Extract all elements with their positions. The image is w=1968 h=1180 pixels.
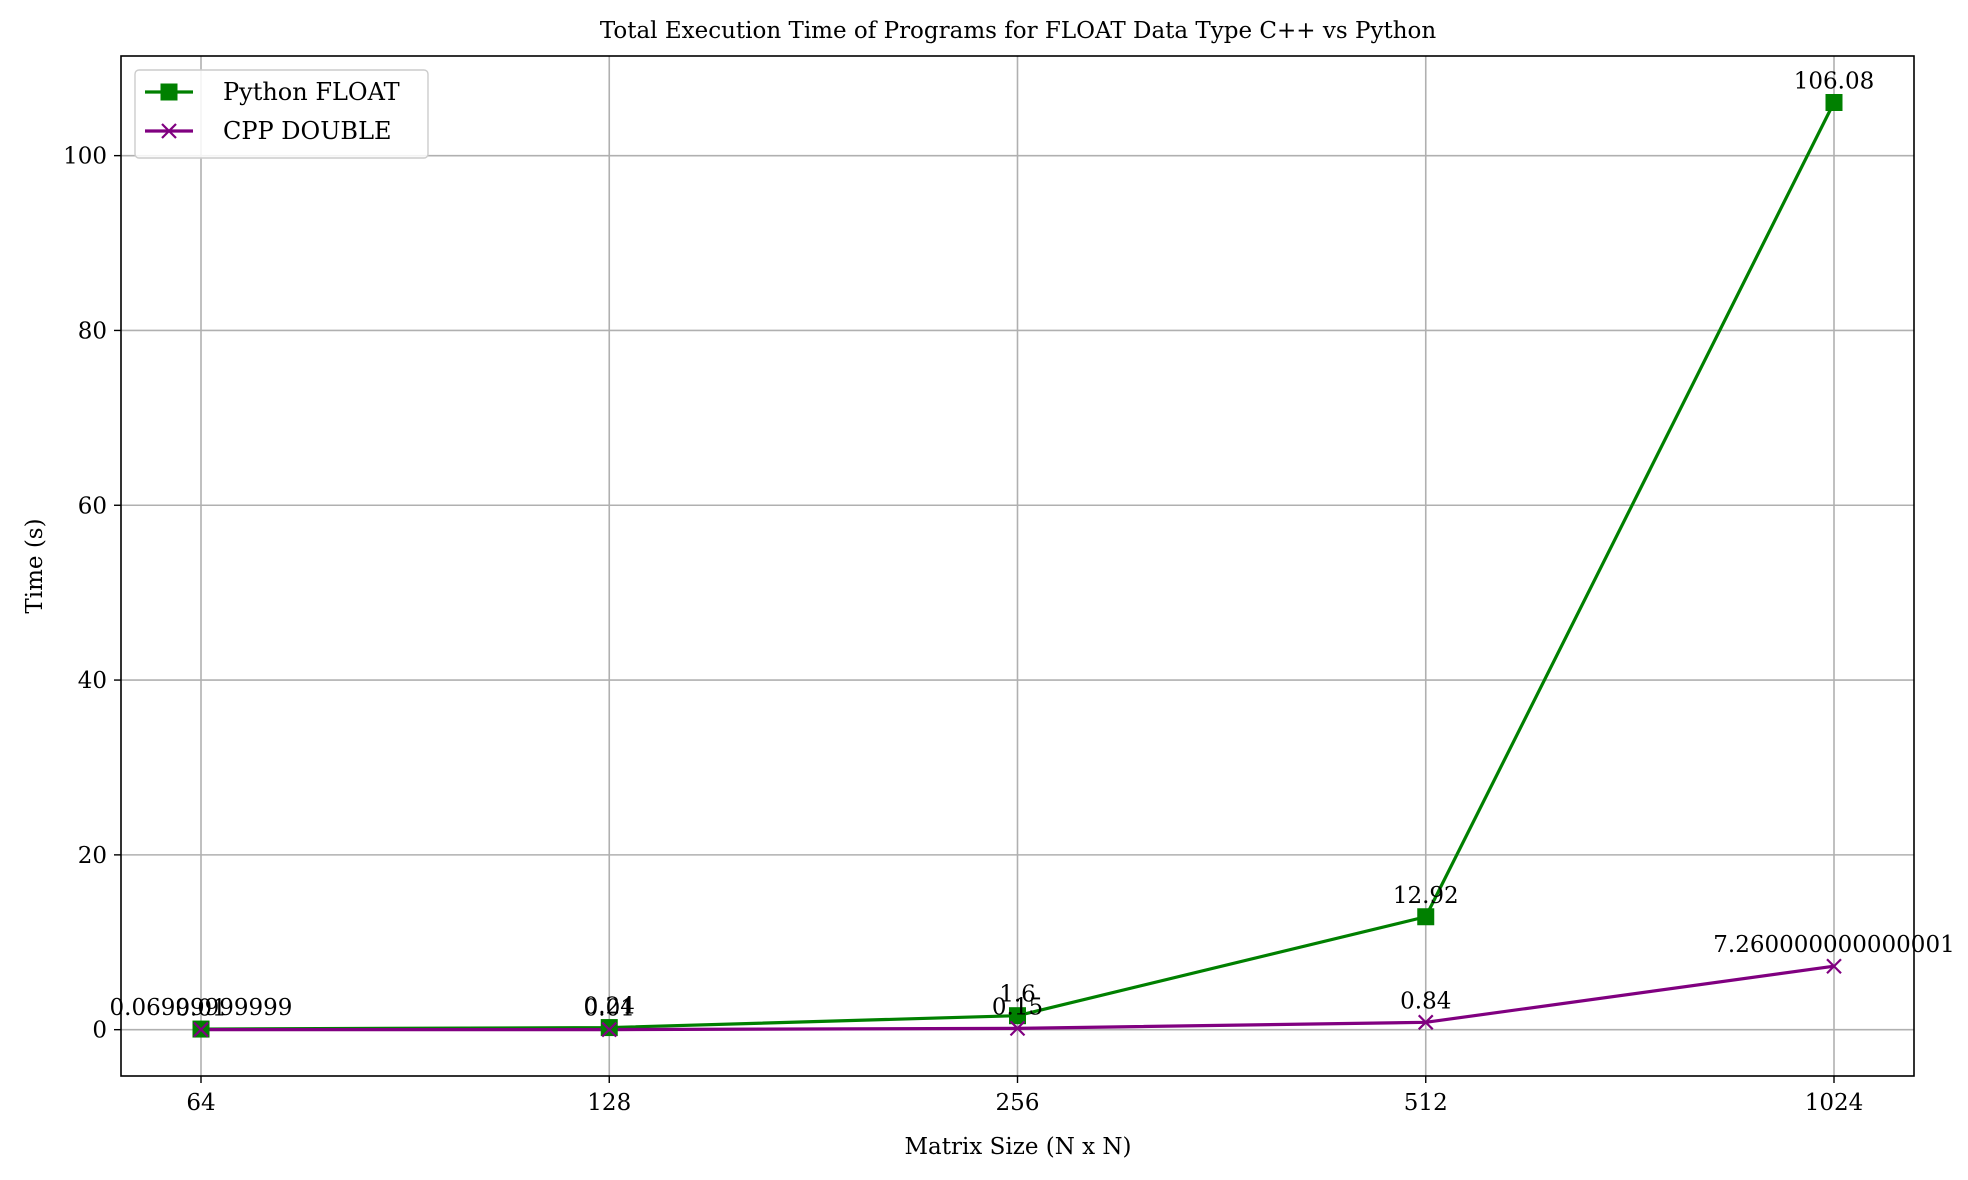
legend-entry: CPP DOUBLE	[223, 117, 392, 145]
data-label: 7.260000000000001	[1713, 932, 1954, 958]
data-label: 0.84	[1400, 988, 1451, 1014]
data-point	[193, 1021, 209, 1038]
marker-stroke	[1009, 1020, 1026, 1037]
y-tick-label: 40	[78, 668, 107, 694]
legend-marker	[161, 123, 177, 139]
x-axis-label: Matrix Size (N x N)	[904, 1134, 1131, 1160]
data-point	[1009, 1007, 1026, 1025]
marker-stroke	[193, 1021, 209, 1038]
legend-entry: Python FLOAT	[223, 78, 400, 106]
data-label: 12.92	[1393, 883, 1459, 909]
legend-box	[134, 69, 429, 159]
legend: Python FLOAT CPP DOUBLE	[134, 69, 429, 159]
x-tick-label: 64	[186, 1090, 215, 1116]
axis-ticks: 64 128 256 512 1024 0 20 40 60 80 100	[63, 144, 1863, 1116]
marker-stroke	[601, 1021, 618, 1038]
y-tick-label: 0	[92, 1018, 107, 1044]
data-label: 106.08	[1794, 68, 1874, 94]
x-tick-label: 512	[1404, 1090, 1448, 1116]
y-tick-label: 80	[78, 318, 107, 344]
legend-marker	[160, 83, 178, 101]
data-point	[1417, 908, 1435, 926]
y-tick-label: 20	[78, 843, 107, 869]
data-label: 0.24	[584, 994, 635, 1020]
x-tick-label: 256	[996, 1090, 1040, 1116]
data-point	[1825, 93, 1843, 111]
data-point	[600, 1019, 618, 1037]
data-labels: 0.06999999999 0.24 1.6 12.92 106.08 0.01 0.01 0…	[110, 68, 1955, 1021]
data-markers	[192, 93, 1843, 1038]
chart-title: Total Execution Time of Programs for FLO…	[600, 18, 1437, 44]
marker-stroke	[161, 123, 177, 139]
data-label: 0.01	[584, 996, 635, 1022]
x-tick-label: 1024	[1805, 1090, 1864, 1116]
data-point	[1417, 1014, 1434, 1031]
marker-stroke	[1826, 958, 1842, 974]
y-tick-label: 60	[78, 493, 107, 519]
data-label: 0.01	[175, 996, 226, 1022]
data-point	[1826, 958, 1842, 974]
data-label: 0.15	[992, 994, 1043, 1020]
data-label: 1.6	[999, 982, 1036, 1008]
data-point	[601, 1021, 618, 1038]
data-point	[1009, 1020, 1026, 1037]
x-tick-label: 128	[587, 1090, 631, 1116]
y-tick-label: 100	[63, 144, 107, 170]
y-axis-label: Time (s)	[22, 518, 48, 613]
data-label: 0.06999999999	[110, 995, 293, 1021]
marker-stroke	[1417, 1014, 1434, 1031]
